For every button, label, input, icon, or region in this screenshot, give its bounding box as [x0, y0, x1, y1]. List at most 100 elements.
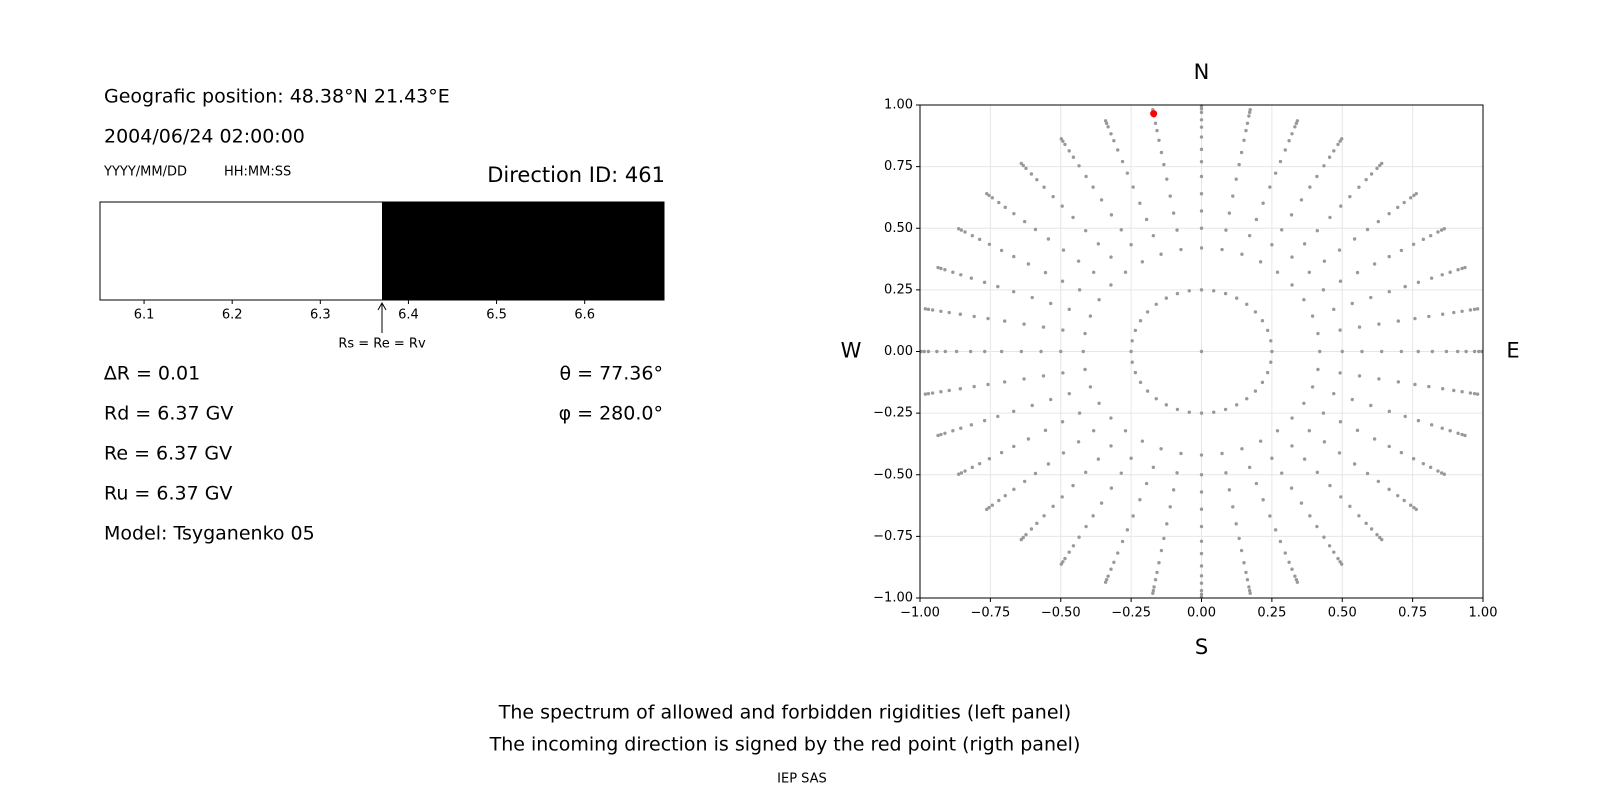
direction-point [1175, 291, 1180, 296]
direction-point [1380, 537, 1384, 542]
direction-point [1109, 213, 1114, 217]
direction-point [1287, 139, 1291, 143]
direction-point [1429, 423, 1434, 427]
direction-point [1099, 198, 1104, 202]
direction-point [1049, 301, 1053, 306]
direction-point [1081, 349, 1085, 354]
direction-point [1248, 108, 1252, 112]
x-tick-label: −0.25 [1111, 606, 1151, 621]
north-label: N [1194, 60, 1210, 84]
direction-point [1375, 532, 1379, 537]
direction-point [1011, 409, 1016, 414]
direction-point [1352, 462, 1357, 466]
direction-point [1260, 318, 1265, 323]
direction-point [1033, 471, 1038, 476]
direction-point [1002, 380, 1007, 384]
direction-point [1154, 397, 1158, 401]
direction-point [1464, 349, 1468, 354]
direction-point [977, 237, 982, 242]
direction-point [1273, 171, 1278, 175]
direction-point [1164, 296, 1169, 300]
direction-point [1120, 539, 1125, 544]
direction-point [1332, 149, 1336, 153]
model: Model: Tsyganenko 05 [104, 523, 315, 545]
direction-point [1372, 262, 1377, 266]
direction-point [1247, 114, 1251, 118]
y-tick-label: 0.25 [884, 282, 913, 297]
direction-point [1104, 577, 1109, 582]
direction-point [1357, 514, 1361, 518]
direction-point [1067, 307, 1071, 312]
direction-point [1199, 135, 1204, 139]
x-tick-label: −1.00 [900, 606, 940, 621]
direction-point [951, 429, 955, 433]
direction-point [972, 314, 976, 319]
direction-point [1179, 247, 1183, 252]
direction-point [1071, 215, 1075, 220]
direction-point [1077, 535, 1081, 539]
direction-point [1199, 125, 1204, 129]
direction-point [1247, 585, 1251, 589]
direction-point [1237, 536, 1241, 541]
direction-point [1302, 298, 1306, 302]
direction-point [926, 391, 931, 396]
direction-point [1083, 228, 1088, 233]
direction-point [1452, 310, 1456, 315]
direction-point [1084, 524, 1088, 529]
direction-point [1369, 172, 1374, 176]
direction-point [1444, 349, 1449, 354]
direction-point [1083, 470, 1088, 475]
x-tick-label: 6.4 [398, 308, 419, 323]
direction-point [1153, 121, 1158, 126]
direction-point [1035, 177, 1039, 182]
direction-point [1340, 349, 1344, 354]
direction-point [1144, 217, 1149, 222]
direction-point [1261, 498, 1265, 502]
direction-point [1338, 371, 1342, 375]
direction-point [1088, 385, 1093, 389]
x-tick-label: 6.2 [222, 308, 243, 323]
direction-point [1109, 255, 1113, 259]
direction-point [1199, 473, 1204, 477]
direction-point [1043, 270, 1048, 275]
direction-point [1273, 528, 1278, 532]
y-tick-label: 0.75 [884, 159, 913, 174]
direction-point [1026, 262, 1031, 266]
y-tick-label: −0.75 [873, 529, 913, 544]
direction-point [1315, 174, 1319, 179]
direction-point [990, 503, 995, 507]
direction-point [1380, 161, 1384, 166]
x-tick-label: 6.6 [574, 308, 595, 323]
direction-point [1408, 503, 1413, 507]
direction-point [1012, 211, 1016, 216]
direction-point [999, 349, 1004, 354]
direction-point [936, 433, 940, 438]
direction-point [1022, 322, 1026, 326]
x-tick-label: 0.75 [1398, 606, 1427, 621]
annotation-arrowhead [377, 301, 387, 311]
direction-point [1295, 119, 1300, 123]
direction-point [1387, 254, 1391, 259]
direction-point [1240, 447, 1244, 451]
direction-point [1413, 382, 1417, 387]
direction-point [1310, 385, 1315, 389]
direction-point [1088, 314, 1093, 318]
direction-point [1042, 514, 1046, 518]
x-tick-label: −0.50 [1041, 606, 1081, 621]
direction-point [1360, 349, 1364, 354]
direction-point [943, 349, 948, 354]
direction-point [1103, 580, 1108, 584]
direction-point [1051, 194, 1055, 199]
direction-point [1460, 309, 1464, 313]
direction-point [1106, 574, 1110, 578]
direction-point [1270, 243, 1274, 247]
direction-point [999, 248, 1004, 253]
direction-point [956, 472, 961, 476]
direction-point [1472, 391, 1477, 396]
direction-point [1019, 349, 1024, 354]
x-tick-label: 6.5 [486, 308, 507, 323]
direction-point [1261, 201, 1265, 205]
direction-point [1412, 505, 1416, 510]
direction-point [1350, 397, 1354, 402]
direction-point [1129, 349, 1133, 354]
